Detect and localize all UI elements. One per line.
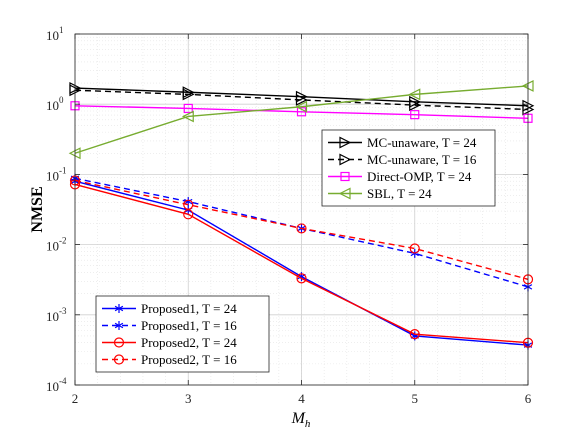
series-line <box>74 105 529 119</box>
y-tick-label: 100 <box>46 95 64 113</box>
legend-label: Proposed2, T = 24 <box>141 335 237 350</box>
legend-label: SBL, T = 24 <box>367 186 432 201</box>
data-point <box>409 329 420 340</box>
legend-upper-right: MC-unaware, T = 24 MC-unaware, T = 16 Dire… <box>321 129 496 207</box>
x-tick-label: 5 <box>412 391 419 406</box>
x-tick-label: 3 <box>185 391 192 406</box>
data-point <box>183 199 194 210</box>
legend-item: Proposed1, T = 16 <box>102 318 237 333</box>
legend-item: MC-unaware, T = 16 <box>328 152 477 167</box>
y-tick-label: 10-3 <box>46 306 67 324</box>
legend-item: SBL, T = 24 <box>328 186 432 201</box>
data-point <box>409 99 422 112</box>
legend-item: Proposed2, T = 16 <box>102 352 237 367</box>
data-point <box>183 103 193 114</box>
data-point <box>183 209 194 220</box>
legend-marker <box>113 354 125 365</box>
y-tick-label: 101 <box>46 25 64 43</box>
x-tick-label: 2 <box>72 391 79 406</box>
legend-marker <box>338 187 351 200</box>
legend-marker <box>114 304 124 313</box>
tick-labels: 2 3 4 5 6 101 100 10-1 10-2 10-3 10-4 <box>46 25 532 406</box>
legend-label: Direct-OMP, T = 24 <box>367 169 472 184</box>
legend-item: Direct-OMP, T = 24 <box>328 169 472 184</box>
legend-marker <box>339 136 352 149</box>
legend-item: Proposed2, T = 24 <box>102 335 237 350</box>
legend-marker <box>340 171 350 182</box>
asterisk-stroke <box>184 198 193 205</box>
asterisk-stroke <box>114 305 124 312</box>
series-line <box>74 89 529 111</box>
data-point <box>410 110 420 120</box>
data-point <box>182 88 195 101</box>
legend-label: Proposed1, T = 16 <box>141 318 237 333</box>
y-tick-label: 10-4 <box>46 376 67 394</box>
data-point <box>296 273 307 284</box>
x-tick-label: 6 <box>525 391 532 406</box>
data-point <box>181 110 194 123</box>
legend-marker <box>114 321 124 330</box>
series-line <box>74 183 529 344</box>
data-point <box>295 93 308 106</box>
x-axis-label-main: M <box>291 410 307 427</box>
ticks <box>74 33 529 386</box>
legend-lower-left: Proposed1, T = 24 Proposed1, T = 16 Propos… <box>95 295 270 373</box>
x-tick-label: 4 <box>298 391 305 406</box>
series-line <box>74 87 529 107</box>
asterisk-stroke <box>114 322 124 329</box>
legend-marker <box>339 153 352 166</box>
legend-item: Proposed1, T = 24 <box>102 301 237 316</box>
legend-label: Proposed2, T = 16 <box>141 352 237 367</box>
x-axis-label: Mh <box>291 410 311 430</box>
legend-item: MC-unaware, T = 24 <box>328 135 477 150</box>
data-point <box>295 100 308 113</box>
legend-label: MC-unaware, T = 24 <box>367 135 477 150</box>
data-point <box>408 88 421 101</box>
y-axis-label: NMSE <box>29 186 46 232</box>
y-tick-label: 10-1 <box>46 165 67 183</box>
legend-label: Proposed1, T = 24 <box>141 301 237 316</box>
legend-layer: MC-unaware, T = 24 MC-unaware, T = 16 Dire… <box>95 129 496 373</box>
legend-marker <box>113 337 125 348</box>
data-point <box>296 223 307 234</box>
series-line <box>74 179 529 281</box>
y-tick-label: 10-2 <box>46 236 67 254</box>
data-point <box>409 243 420 254</box>
legend-label: MC-unaware, T = 16 <box>367 152 477 167</box>
series-line <box>74 85 529 154</box>
series-layer <box>68 79 535 350</box>
x-axis-label-subscript: h <box>305 418 311 430</box>
